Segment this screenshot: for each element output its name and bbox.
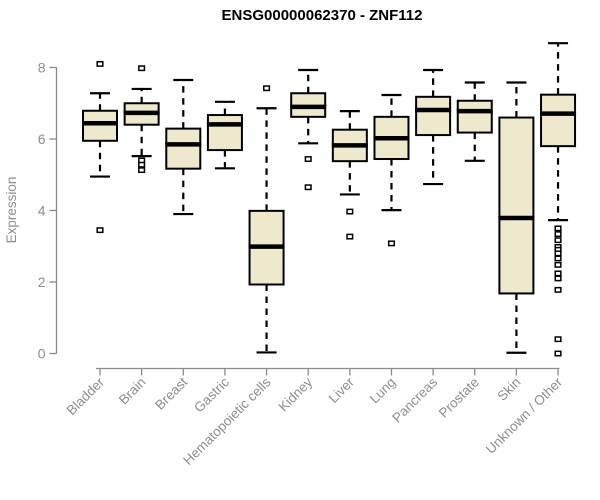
boxplot-kidney bbox=[290, 68, 327, 191]
x-tick-label-kidney: Kidney bbox=[276, 374, 316, 414]
x-tick-label-unknown-other: Unknown / Other bbox=[483, 374, 566, 457]
y-axis-label: Expression bbox=[4, 177, 19, 244]
boxplot-unknown-other bbox=[540, 42, 577, 357]
outlier-point bbox=[138, 65, 146, 72]
outlier-point bbox=[96, 227, 104, 234]
iqr-box bbox=[540, 93, 577, 148]
boxplot-lung bbox=[373, 93, 410, 247]
y-tick-label: 6 bbox=[38, 131, 46, 147]
outlier-point bbox=[304, 184, 312, 191]
outlier-point bbox=[96, 60, 104, 67]
x-tick-label-liver: Liver bbox=[326, 374, 358, 406]
x-tick-label-prostate: Prostate bbox=[436, 375, 482, 421]
outlier-point bbox=[346, 233, 354, 240]
outlier-point bbox=[554, 225, 562, 232]
outlier-point bbox=[554, 231, 562, 238]
iqr-box bbox=[165, 127, 202, 170]
outlier-point bbox=[554, 250, 562, 257]
y-tick-label: 2 bbox=[38, 274, 46, 290]
plot-area: 0 2 4 6 8 Bladder Brain Breast GastricHematopoie… bbox=[38, 42, 577, 468]
iqr-box bbox=[456, 99, 493, 134]
boxplot-hematopoietic-cells bbox=[248, 85, 285, 354]
outlier-point bbox=[304, 156, 312, 162]
outlier-point bbox=[554, 275, 562, 282]
iqr-box bbox=[415, 95, 452, 137]
y-tick-labels: 0 2 4 6 8 bbox=[38, 60, 46, 362]
outlier-point bbox=[346, 208, 354, 215]
boxplot-liver bbox=[331, 110, 368, 240]
outlier-point bbox=[138, 161, 146, 168]
iqr-box bbox=[206, 114, 243, 152]
axes bbox=[49, 66, 560, 376]
outlier-point bbox=[554, 286, 562, 293]
y-tick-label: 8 bbox=[38, 60, 46, 76]
outlier-point bbox=[387, 240, 396, 247]
outlier-point bbox=[263, 85, 271, 92]
boxplot-pancreas bbox=[415, 68, 452, 186]
x-tick-label-brain: Brain bbox=[116, 375, 149, 408]
x-tick-label-breast: Breast bbox=[152, 374, 190, 412]
outlier-point bbox=[554, 336, 562, 343]
boxplot-gastric bbox=[206, 100, 243, 170]
y-tick-label: 0 bbox=[38, 346, 46, 362]
boxplot-bladder bbox=[82, 60, 118, 234]
boxplot-skin bbox=[498, 81, 535, 354]
iqr-box bbox=[82, 109, 118, 142]
outlier-point bbox=[554, 237, 562, 244]
outlier-point bbox=[554, 270, 562, 277]
iqr-box bbox=[498, 116, 535, 295]
outlier-point bbox=[138, 167, 146, 174]
boxplot-breast bbox=[165, 78, 202, 216]
outlier-point bbox=[554, 350, 562, 357]
boxplot-prostate bbox=[456, 81, 493, 162]
x-tick-label-lung: Lung bbox=[367, 375, 399, 407]
x-tick-label-gastric: Gastric bbox=[191, 374, 232, 415]
x-tick-label-skin: Skin bbox=[494, 375, 523, 404]
outlier-point bbox=[554, 255, 562, 262]
boxplot-brain bbox=[123, 65, 160, 174]
outlier-point bbox=[554, 261, 562, 268]
chart-title: ENSG00000062370 - ZNF112 bbox=[222, 7, 423, 24]
x-tick-label-bladder: Bladder bbox=[64, 374, 108, 418]
y-tick-label: 4 bbox=[38, 203, 46, 219]
x-tick-label-pancreas: Pancreas bbox=[389, 374, 440, 425]
